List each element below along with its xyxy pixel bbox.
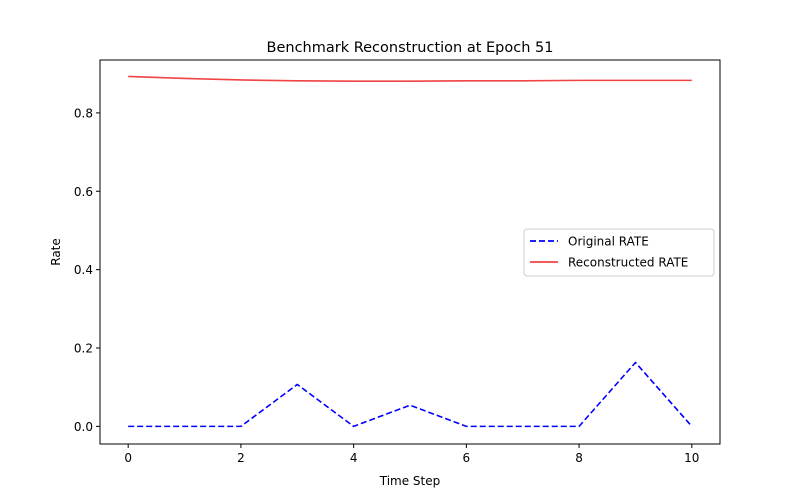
y-axis-label: Rate <box>49 238 63 266</box>
x-tick-label: 10 <box>684 451 699 465</box>
y-tick-label: 0.0 <box>74 420 93 434</box>
chart-title: Benchmark Reconstruction at Epoch 51 <box>267 40 554 56</box>
x-tick-label: 6 <box>463 451 471 465</box>
x-tick-label: 8 <box>575 451 583 465</box>
y-tick-label: 0.4 <box>74 263 93 277</box>
x-tick-label: 4 <box>350 451 358 465</box>
y-axis-ticks: 0.0 0.2 0.4 0.6 0.8 <box>74 106 100 434</box>
legend: Original RATE Reconstructed RATE <box>523 228 715 277</box>
legend-box <box>523 228 715 277</box>
x-tick-label: 2 <box>237 451 245 465</box>
series-line-reconstructed-rate <box>128 75 692 82</box>
y-tick-label: 0.6 <box>74 185 93 199</box>
y-tick-label: 0.8 <box>74 106 93 120</box>
x-axis-ticks: 0 2 4 6 8 10 <box>124 444 699 465</box>
legend-label-reconstructed-rate: Reconstructed RATE <box>568 256 688 270</box>
x-axis-label: Time Step <box>379 474 441 488</box>
legend-label-original-rate: Original RATE <box>568 235 649 249</box>
plot-area-frame <box>99 59 721 445</box>
y-tick-label: 0.2 <box>74 342 93 356</box>
series-line-original-rate <box>128 361 693 428</box>
x-tick-label: 0 <box>124 451 132 465</box>
series-layer <box>128 75 693 428</box>
